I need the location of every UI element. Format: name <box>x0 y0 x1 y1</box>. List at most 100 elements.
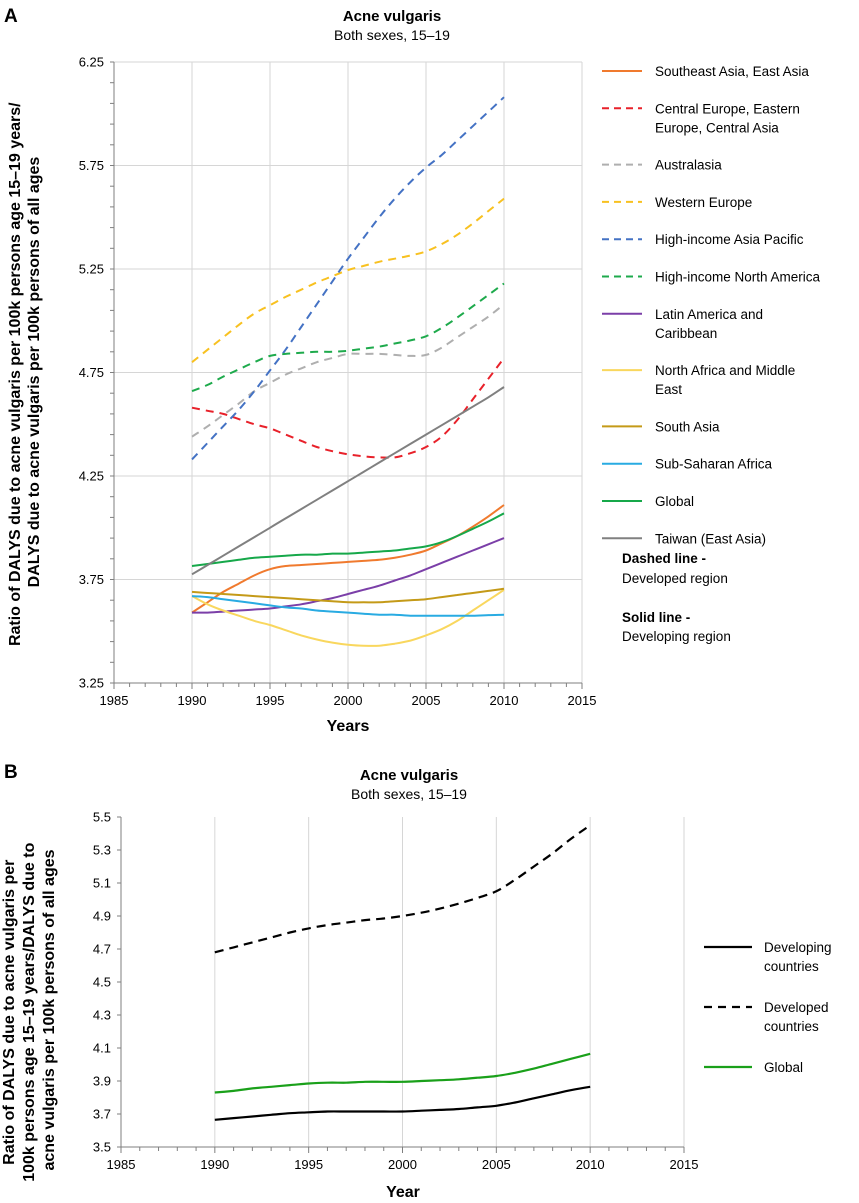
axes: 1985 1990 1995 2000 2005 2010 2015 3.5 3.7 3.9 4.1… <box>93 810 699 1173</box>
series-line-latin-america-and-caribbean <box>191 537 505 614</box>
series-line-south-asia <box>191 587 505 604</box>
legend-label-line: High-income North America <box>655 270 821 285</box>
y-tick-label: 3.5 <box>93 1140 111 1155</box>
axes: 1985 1990 1995 2000 2005 2010 2015 3.25 3.75 4.25… <box>79 55 597 709</box>
legend-label: Latin America and Caribbean <box>655 307 763 341</box>
legend-item-global: Global <box>704 1060 803 1075</box>
legend-label: Developing countries <box>764 940 832 974</box>
y-tick-label: 4.3 <box>93 1008 111 1023</box>
panel-b-y-axis-label-line-1: Ratio of DALYS due to acne vulgaris per <box>1 860 18 1165</box>
legend-label: Southeast Asia, East Asia <box>655 64 809 79</box>
x-tick-label: 1990 <box>200 1157 229 1172</box>
y-tick-label: 4.7 <box>93 942 111 957</box>
series-line-global <box>191 512 505 567</box>
legend-label: Western Europe <box>655 195 752 210</box>
legend-item-developed-countries: Developed countries <box>704 1000 829 1034</box>
x-tick-label: 2010 <box>490 693 519 708</box>
gridlines <box>114 61 583 684</box>
series-lines <box>191 96 505 647</box>
panel-b-title: Acne vulgaris <box>360 767 458 784</box>
panel-b-y-axis-label-line-3: acne vulgaris per 100k persons of all ag… <box>41 849 58 1170</box>
legend-label-line: Western Europe <box>655 195 752 210</box>
panel-a: A Acne vulgaris Both sexes, 15–19 Ratio … <box>4 6 821 735</box>
x-tick-label: 2005 <box>482 1157 511 1172</box>
x-tick-label: 2000 <box>388 1157 417 1172</box>
series-line-high-income-north-america <box>191 282 505 393</box>
legend-label-line: Developed <box>764 1000 829 1015</box>
legend-item-high-income-asia-pacific: High-income Asia Pacific <box>602 232 804 247</box>
x-tick-label: 2000 <box>334 693 363 708</box>
series-line-developing-countries <box>214 1085 591 1121</box>
series-line-global <box>214 1052 591 1094</box>
legend-label: South Asia <box>655 419 720 434</box>
series-line-sub-saharan-africa <box>191 595 505 617</box>
x-tick-label: 1985 <box>100 693 129 708</box>
series-line-western-europe <box>191 197 505 363</box>
legend-label: Taiwan (East Asia) <box>655 531 766 546</box>
panel-b-subtitle: Both sexes, 15–19 <box>351 786 467 802</box>
x-tick-label: 1990 <box>178 693 207 708</box>
y-tick-label: 4.1 <box>93 1041 111 1056</box>
x-tick-label: 2015 <box>670 1157 699 1172</box>
legend-label-line: Central Europe, Eastern <box>655 101 800 116</box>
x-tick-label: 1995 <box>294 1157 323 1172</box>
panel-a-y-axis-label-line-1: Ratio of DALYS due to acne vulgaris per … <box>7 102 24 646</box>
legend-item-south-asia: South Asia <box>602 419 720 434</box>
panel-a-notes: Dashed line - Developed region Solid lin… <box>622 551 731 644</box>
legend-item-latin-america-and-caribbean: Latin America and Caribbean <box>602 307 763 341</box>
legend-label-line: North Africa and Middle <box>655 363 795 378</box>
y-tick-label: 5.75 <box>79 158 104 173</box>
legend-label-line: South Asia <box>655 419 720 434</box>
y-tick-label: 3.9 <box>93 1074 111 1089</box>
panel-b-legend: Developing countries Developed countries Glo… <box>704 940 832 1075</box>
note-dashed-text: Developed region <box>622 571 728 586</box>
y-tick-label: 3.7 <box>93 1107 111 1122</box>
gridlines <box>214 817 685 1147</box>
legend-label-line: Global <box>655 494 694 509</box>
panel-a-plot-area: 1985 1990 1995 2000 2005 2010 2015 3.25 3.75 4.25… <box>79 55 597 709</box>
legend-label: High-income North America <box>655 270 821 285</box>
y-tick-label: 3.25 <box>79 676 104 691</box>
legend-label: Developed countries <box>764 1000 829 1034</box>
legend-label-line: East <box>655 382 682 397</box>
series-line-north-africa-and-middle-east <box>191 588 505 647</box>
series-line-taiwan-east-asia <box>191 386 505 576</box>
legend-item-central-europe-eastern-europe-central-asia: Central Europe, Eastern Europe, Central A… <box>602 101 800 135</box>
legend-label-line: Caribbean <box>655 326 717 341</box>
y-tick-label: 4.25 <box>79 469 104 484</box>
legend-item-sub-saharan-africa: Sub-Saharan Africa <box>602 457 773 472</box>
note-solid-text: Developing region <box>622 629 731 644</box>
panel-b-plot-area: 1985 1990 1995 2000 2005 2010 2015 3.5 3.7 3.9 4.1… <box>93 810 699 1173</box>
legend-label-line: High-income Asia Pacific <box>655 232 804 247</box>
legend-label-line: Sub-Saharan Africa <box>655 457 773 472</box>
x-tick-label: 2015 <box>568 693 597 708</box>
legend-label-line: Developing <box>764 940 832 955</box>
y-tick-label: 5.25 <box>79 262 104 277</box>
legend-label: North Africa and Middle East <box>655 363 795 397</box>
note-solid-title: Solid line - <box>622 610 690 625</box>
legend-item-western-europe: Western Europe <box>602 195 752 210</box>
legend-label-line: countries <box>764 1019 819 1034</box>
legend-label: Australasia <box>655 158 722 173</box>
panel-a-legend: Southeast Asia, East Asia Central Europe,… <box>602 64 821 546</box>
x-tick-label: 1985 <box>107 1157 136 1172</box>
legend-item-global: Global <box>602 494 694 509</box>
panel-b-y-axis-label: Ratio of DALYS due to acne vulgaris per … <box>1 838 58 1182</box>
legend-item-australasia: Australasia <box>602 158 722 173</box>
y-tick-label: 4.5 <box>93 975 111 990</box>
legend-label: Global <box>655 494 694 509</box>
panel-a-letter: A <box>4 6 18 27</box>
y-tick-label: 5.1 <box>93 876 111 891</box>
x-tick-label: 2005 <box>412 693 441 708</box>
legend-item-developing-countries: Developing countries <box>704 940 832 974</box>
series-line-australasia <box>191 303 505 438</box>
y-tick-label: 5.3 <box>93 843 111 858</box>
legend-label: Global <box>764 1060 803 1075</box>
legend-label-line: Southeast Asia, East Asia <box>655 64 809 79</box>
series-line-high-income-asia-pacific <box>191 96 505 461</box>
x-tick-label: 1995 <box>256 693 285 708</box>
legend-item-north-africa-and-middle-east: North Africa and Middle East <box>602 363 795 397</box>
legend-label-line: countries <box>764 959 819 974</box>
panel-a-y-axis-label: Ratio of DALYS due to acne vulgaris per … <box>7 98 43 646</box>
